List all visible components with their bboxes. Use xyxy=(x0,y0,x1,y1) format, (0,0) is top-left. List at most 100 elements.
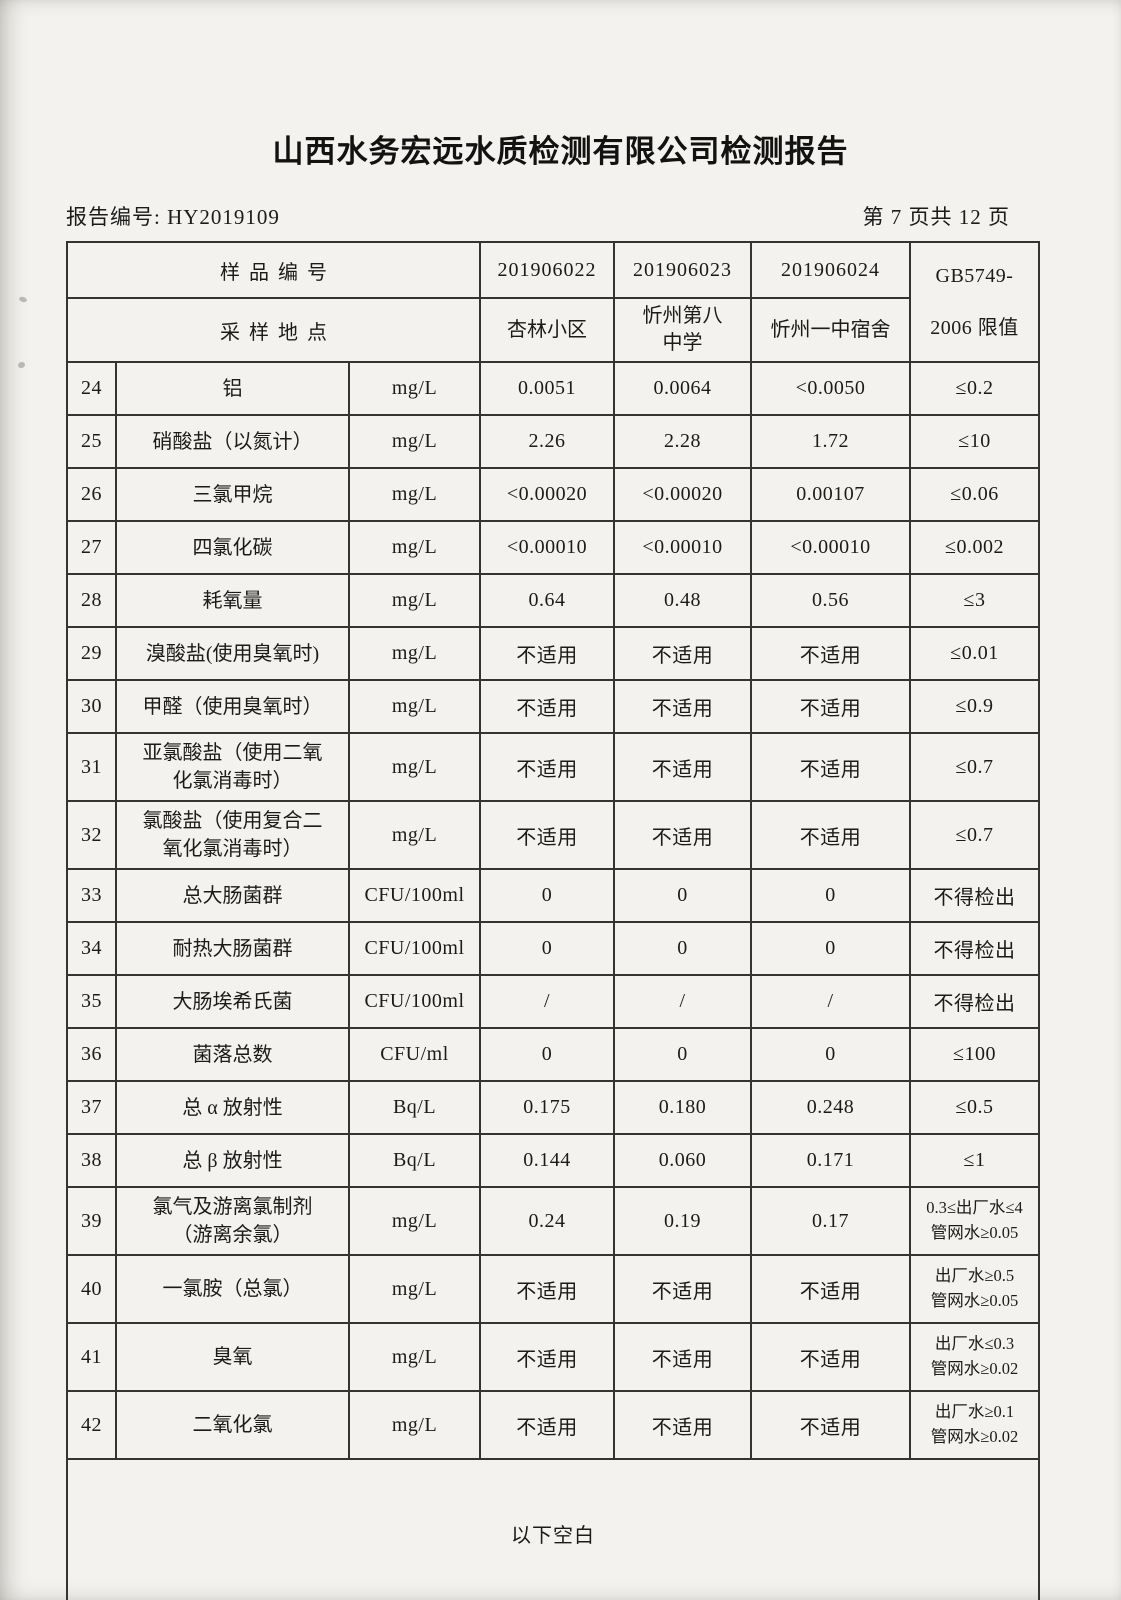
limit-cell: ≤0.01 xyxy=(909,626,1040,681)
param-number-cell: 41 xyxy=(66,1322,117,1392)
limit-cell: ≤100 xyxy=(909,1027,1040,1082)
limit-cell: ≤0.002 xyxy=(909,520,1040,575)
param-name-cell: 三氯甲烷 xyxy=(115,467,350,522)
param-number-cell: 25 xyxy=(66,414,117,469)
value-cell-2: 0.48 xyxy=(613,573,752,628)
value-cell-3: <0.0050 xyxy=(750,361,911,416)
table-row: 24 铝 mg/L 0.0051 0.0064 <0.0050 ≤0.2 xyxy=(66,361,1040,416)
limit-cell: ≤1 xyxy=(909,1133,1040,1188)
value-cell-1: 不适用 xyxy=(479,800,615,870)
value-cell-3: 不适用 xyxy=(750,679,911,734)
param-name-cell: 四氯化碳 xyxy=(115,520,350,575)
value-cell-2: 不适用 xyxy=(613,1254,752,1324)
param-number-cell: 30 xyxy=(66,679,117,734)
sample-id-cell-2: 201906023 xyxy=(613,241,752,299)
table-row: 25 硝酸盐（以氮计） mg/L 2.26 2.28 1.72 ≤10 xyxy=(66,414,1040,469)
param-name-cell: 硝酸盐（以氮计） xyxy=(115,414,350,469)
value-cell-2: 0 xyxy=(613,921,752,976)
value-cell-3: 不适用 xyxy=(750,1254,911,1324)
footer-note-cell: 以下空白 xyxy=(66,1458,1040,1600)
param-number-cell: 37 xyxy=(66,1080,117,1135)
value-cell-2: 0 xyxy=(613,1027,752,1082)
table-row: 39 氯气及游离氯制剂 （游离余氯） mg/L 0.24 0.19 0.17 0.3≤出厂水… xyxy=(66,1186,1040,1256)
value-cell-1: <0.00010 xyxy=(479,520,615,575)
sample-id-cell-1: 201906022 xyxy=(479,241,615,299)
value-cell-3: 0 xyxy=(750,921,911,976)
standard-limit-header-cell: GB5749- 2006 限值 xyxy=(909,241,1040,363)
value-cell-3: 1.72 xyxy=(750,414,911,469)
value-cell-3: 0 xyxy=(750,1027,911,1082)
param-name-cell: 总 α 放射性 xyxy=(115,1080,350,1135)
value-cell-2: 不适用 xyxy=(613,679,752,734)
unit-cell: mg/L xyxy=(348,626,481,681)
table-row: 31 亚氯酸盐（使用二氧 化氯消毒时） mg/L 不适用 不适用 不适用 ≤0.7 xyxy=(66,732,1040,802)
value-cell-3: 0.56 xyxy=(750,573,911,628)
param-name-cell: 溴酸盐(使用臭氧时) xyxy=(115,626,350,681)
value-cell-3: 0.00107 xyxy=(750,467,911,522)
param-name-cell: 一氯胺（总氯） xyxy=(115,1254,350,1324)
param-name-cell: 氯酸盐（使用复合二 氧化氯消毒时） xyxy=(115,800,350,870)
site-cell-2: 忻州第八 中学 xyxy=(613,297,752,363)
table-row: 32 氯酸盐（使用复合二 氧化氯消毒时） mg/L 不适用 不适用 不适用 ≤0.7 xyxy=(66,800,1040,870)
param-name-cell: 亚氯酸盐（使用二氧 化氯消毒时） xyxy=(115,732,350,802)
limit-cell: 不得检出 xyxy=(909,974,1040,1029)
unit-cell: mg/L xyxy=(348,467,481,522)
value-cell-1: <0.00020 xyxy=(479,467,615,522)
unit-cell: mg/L xyxy=(348,361,481,416)
unit-cell: mg/L xyxy=(348,1322,481,1392)
table-row: 28 耗氧量 mg/L 0.64 0.48 0.56 ≤3 xyxy=(66,573,1040,628)
limit-cell: ≤0.9 xyxy=(909,679,1040,734)
table-row: 34 耐热大肠菌群 CFU/100ml 0 0 0 不得检出 xyxy=(66,921,1040,976)
limit-cell: ≤0.7 xyxy=(909,732,1040,802)
unit-cell: CFU/100ml xyxy=(348,921,481,976)
unit-cell: mg/L xyxy=(348,732,481,802)
unit-cell: mg/L xyxy=(348,573,481,628)
value-cell-1: 0.0051 xyxy=(479,361,615,416)
param-name-cell: 总大肠菌群 xyxy=(115,868,350,923)
param-name-cell: 耐热大肠菌群 xyxy=(115,921,350,976)
param-name-cell: 大肠埃希氏菌 xyxy=(115,974,350,1029)
sample-id-label-cell: 样品编号 xyxy=(66,241,481,299)
report-number: 报告编号: HY2019109 xyxy=(66,201,280,231)
limit-cell: 不得检出 xyxy=(909,868,1040,923)
param-number-cell: 39 xyxy=(66,1186,117,1256)
unit-cell: CFU/ml xyxy=(348,1027,481,1082)
value-cell-3: 不适用 xyxy=(750,800,911,870)
value-cell-2: 不适用 xyxy=(613,1322,752,1392)
table-row: 37 总 α 放射性 Bq/L 0.175 0.180 0.248 ≤0.5 xyxy=(66,1080,1040,1135)
value-cell-2: 0.180 xyxy=(613,1080,752,1135)
param-number-cell: 26 xyxy=(66,467,117,522)
unit-cell: mg/L xyxy=(348,520,481,575)
param-number-cell: 38 xyxy=(66,1133,117,1188)
value-cell-3: 0.171 xyxy=(750,1133,911,1188)
value-cell-2: 0.19 xyxy=(613,1186,752,1256)
param-number-cell: 28 xyxy=(66,573,117,628)
table-row: 30 甲醛（使用臭氧时） mg/L 不适用 不适用 不适用 ≤0.9 xyxy=(66,679,1040,734)
limit-cell: ≤0.2 xyxy=(909,361,1040,416)
header-row-sample-id: 样品编号 201906022 201906023 201906024 GB574… xyxy=(66,241,1040,363)
table-row: 36 菌落总数 CFU/ml 0 0 0 ≤100 xyxy=(66,1027,1040,1082)
value-cell-2: / xyxy=(613,974,752,1029)
param-number-cell: 40 xyxy=(66,1254,117,1324)
unit-cell: mg/L xyxy=(348,1186,481,1256)
sample-id-cell-3: 201906024 xyxy=(750,241,911,299)
water-quality-results-table: 样品编号 201906022 201906023 201906024 GB574… xyxy=(66,241,1040,1600)
value-cell-2: 不适用 xyxy=(613,626,752,681)
value-cell-1: / xyxy=(479,974,615,1029)
unit-cell: mg/L xyxy=(348,1390,481,1460)
value-cell-1: 0.24 xyxy=(479,1186,615,1256)
scan-speck xyxy=(17,361,26,369)
value-cell-3: 0.17 xyxy=(750,1186,911,1256)
value-cell-1: 不适用 xyxy=(479,1390,615,1460)
param-name-cell: 菌落总数 xyxy=(115,1027,350,1082)
param-name-cell: 耗氧量 xyxy=(115,573,350,628)
param-number-cell: 29 xyxy=(66,626,117,681)
unit-cell: mg/L xyxy=(348,800,481,870)
value-cell-3: 不适用 xyxy=(750,1390,911,1460)
param-number-cell: 36 xyxy=(66,1027,117,1082)
unit-cell: Bq/L xyxy=(348,1133,481,1188)
table-row: 38 总 β 放射性 Bq/L 0.144 0.060 0.171 ≤1 xyxy=(66,1133,1040,1188)
param-number-cell: 34 xyxy=(66,921,117,976)
value-cell-1: 0 xyxy=(479,1027,615,1082)
